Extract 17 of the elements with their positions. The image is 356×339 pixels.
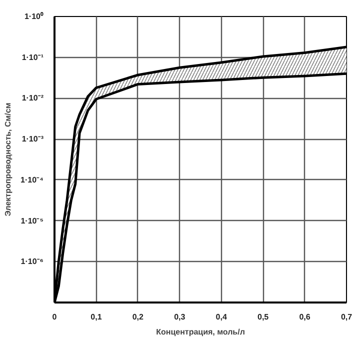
y-tick-label: 1·10⁻⁵	[20, 216, 44, 226]
y-tick-label: 1·10⁻⁴	[20, 175, 44, 184]
y-tick-label: 1·10⁻⁶	[20, 257, 44, 266]
x-tick-label: 0,7	[340, 312, 353, 322]
x-tick-label: 0,3	[174, 312, 186, 322]
x-tick-label: 0	[52, 312, 58, 322]
y-tick-label: 1·10⁻²	[22, 94, 44, 103]
x-tick-label: 0,5	[258, 312, 270, 322]
y-tick-label: 1·10⁰	[24, 12, 44, 21]
x-tick-label: 0,1	[90, 312, 102, 322]
x-tick-label: 0,6	[299, 312, 311, 322]
y-tick-label: 1·10⁻¹	[22, 52, 44, 62]
y-tick-label: 1·10⁻³	[22, 134, 44, 144]
y-axis-title: Электропроводность, См/см	[4, 102, 13, 216]
x-tick-label: 0,2	[132, 312, 144, 322]
x-axis-title: Концентрация, моль/л	[156, 328, 245, 336]
x-tick-label: 0,4	[216, 312, 228, 322]
